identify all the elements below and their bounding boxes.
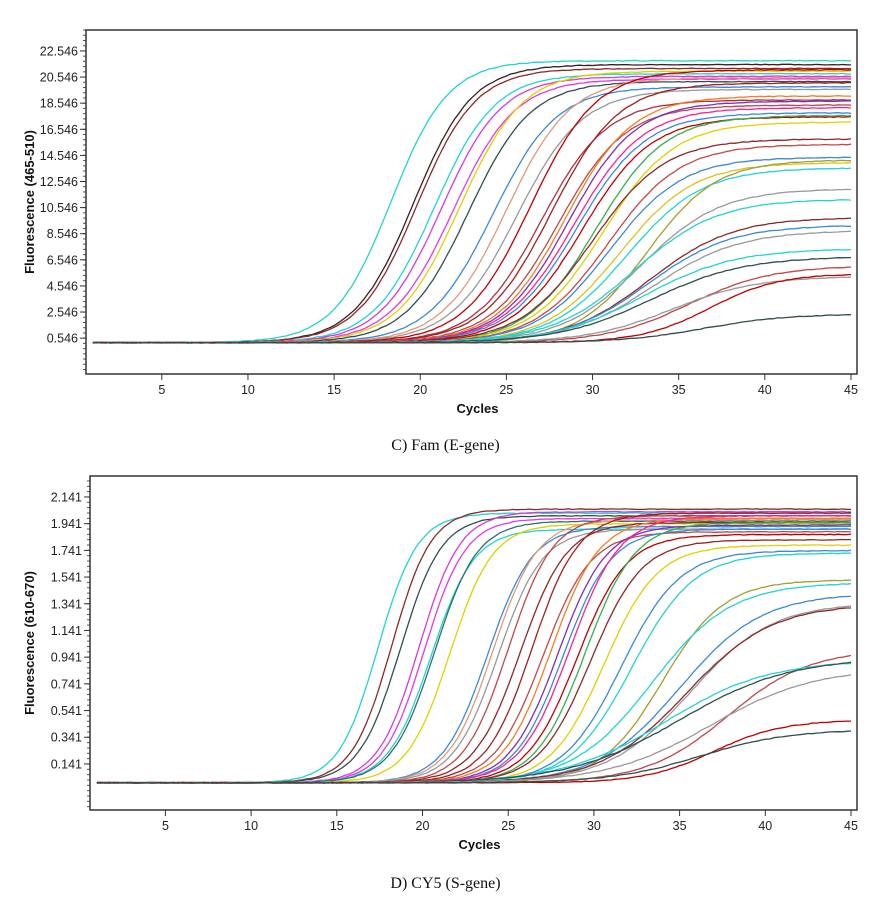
plot-frame [85,29,858,375]
curve-s30 [96,607,851,784]
curve-s20 [92,115,852,344]
curve-s32 [96,662,852,784]
curve-s7 [92,70,852,344]
curve-s36 [92,266,852,344]
y-tick-label: 1.741 [51,544,82,558]
x-tick-label: 5 [162,819,169,833]
y-tick-label: 6.546 [47,253,78,267]
x-tick-label: 10 [241,383,255,397]
curve-s17 [92,100,852,344]
curve-s15 [92,104,852,344]
curve-s13 [92,98,852,344]
y-tick-label: 22.546 [40,44,78,58]
x-axis-title: Cycles [457,401,499,416]
curve-s4 [92,72,852,344]
x-tick-label: 15 [330,819,344,833]
curve-s8 [96,522,852,784]
curve-s12 [96,514,852,784]
x-tick-label: 5 [158,383,165,397]
curve-s35 [92,256,851,344]
x-axis-title: Cycles [459,837,501,852]
y-tick-label: 1.141 [51,624,82,638]
x-tick-label: 40 [758,819,772,833]
x-tick-label: 35 [672,383,686,397]
curve-s5 [96,517,852,784]
y-tick-label: 20.546 [40,71,78,85]
y-tick-label: 10.546 [40,201,78,215]
y-tick-label: 2.546 [47,306,78,320]
curve-s21 [96,521,852,784]
curve-s33 [96,661,852,784]
x-tick-label: 15 [327,383,341,397]
y-tick-label: 1.541 [51,571,82,585]
x-axis: 5 10 15 20 25 30 35 40 45 [162,810,858,833]
curve-s29 [96,605,852,784]
x-tick-label: 20 [416,819,430,833]
curve-s3 [96,514,852,784]
x-tick-label: 30 [587,819,601,833]
curve-s22 [96,538,851,784]
x-tick-label: 45 [844,819,858,833]
x-tick-label: 25 [499,383,513,397]
x-tick-label: 45 [844,383,858,397]
y-tick-label: 0.541 [51,704,82,718]
fam-e-gene-chart: 0.546 2.546 4.546 6.546 8.546 10.546 12.546 14.… [22,29,858,416]
chart-caption-fam: C) Fam (E-gene) [391,437,500,454]
y-tick-label: 0.341 [51,731,82,745]
curve-s26 [96,579,851,784]
chart-caption-cy5: D) CY5 (S-gene) [390,875,501,892]
curve-s37 [92,276,852,344]
y-axis-title: Fluorescence (465-510) [22,130,37,274]
curve-s39 [92,314,851,344]
y-tick-label: 1.341 [51,597,82,611]
curve-s22 [92,121,851,344]
curve-s24 [92,143,852,344]
curve-s14 [96,512,852,784]
plot-lines [92,59,852,344]
y-tick-label: 4.546 [47,279,78,293]
curve-s23 [96,544,852,784]
curve-s4 [96,510,852,784]
y-tick-label: 14.546 [40,149,78,163]
y-tick-label: 0.741 [51,677,82,691]
curve-s24 [96,549,852,784]
plot-lines [96,508,852,784]
x-tick-label: 25 [501,819,515,833]
curve-s30 [92,199,852,344]
x-axis: 5 10 15 20 25 30 35 40 45 [158,374,858,397]
x-tick-label: 40 [758,383,772,397]
y-tick-label: 2.141 [51,490,82,504]
y-tick-label: 0.141 [51,757,82,771]
y-tick-label: 16.546 [40,123,78,137]
y-axis: 0.141 0.341 0.541 0.741 0.941 1.141 1.341 1.541… [51,480,90,808]
y-tick-label: 18.546 [40,97,78,111]
curve-s25 [92,156,852,344]
curve-s36 [96,730,852,784]
x-tick-label: 20 [413,383,427,397]
curve-s9 [96,525,852,784]
y-tick-label: 8.546 [47,227,78,241]
x-tick-label: 30 [586,383,600,397]
x-tick-label: 35 [673,819,687,833]
curve-s1 [96,512,852,784]
y-tick-label: 1.941 [51,517,82,531]
plot-frame [89,475,858,811]
y-axis-title: Fluorescence (610-670) [22,571,37,715]
curve-s17 [96,524,852,784]
y-tick-label: 0.941 [51,651,82,665]
x-tick-label: 10 [244,819,258,833]
y-tick-label: 0.546 [47,332,78,346]
curve-s12 [92,68,852,344]
y-tick-label: 12.546 [40,175,78,189]
y-axis: 0.546 2.546 4.546 6.546 8.546 10.546 12.546 14.… [40,29,86,370]
curve-s13 [96,521,852,784]
cy5-s-gene-chart: 0.141 0.341 0.541 0.741 0.941 1.141 1.341 1.541… [22,475,858,852]
